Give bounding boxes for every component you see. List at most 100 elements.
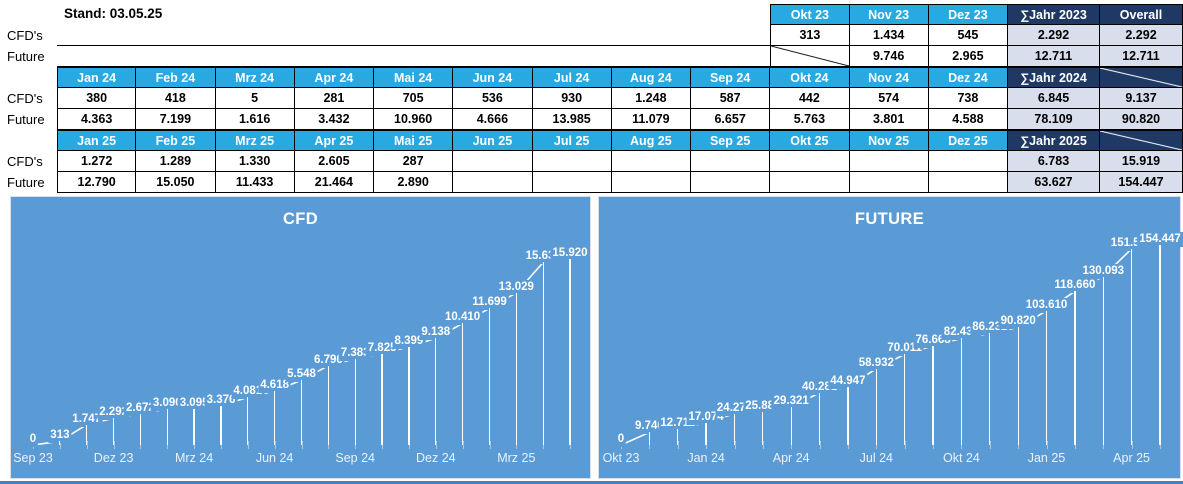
cell[interactable]: 705 bbox=[374, 88, 454, 109]
cell[interactable]: 5 bbox=[215, 88, 295, 109]
cell[interactable]: 281 bbox=[294, 88, 374, 109]
cell[interactable] bbox=[691, 151, 771, 172]
overall-cell[interactable]: 90.820 bbox=[1100, 109, 1183, 130]
cell[interactable]: 2.965 bbox=[928, 46, 1008, 67]
month-header-Jan 24[interactable]: Jan 24 bbox=[57, 67, 137, 88]
overall-header[interactable]: Overall bbox=[1100, 4, 1183, 25]
cell[interactable] bbox=[611, 151, 691, 172]
month-header-Nov 23[interactable]: Nov 23 bbox=[849, 4, 929, 25]
cell[interactable] bbox=[691, 172, 771, 193]
future-chart[interactable]: FUTURE Okt 23 Jan 24 Apr 24 Jul 24 Okt 24 Jan … bbox=[598, 196, 1183, 479]
sum-year-header[interactable]: ∑Jahr 2025 bbox=[1008, 130, 1100, 151]
month-header-Mrz 25[interactable]: Mrz 25 bbox=[215, 130, 295, 151]
sum-year-header[interactable]: ∑Jahr 2023 bbox=[1008, 4, 1100, 25]
month-header-Mai 24[interactable]: Mai 24 bbox=[374, 67, 454, 88]
cell[interactable]: 3.801 bbox=[849, 109, 929, 130]
month-header-Dez 24[interactable]: Dez 24 bbox=[928, 67, 1008, 88]
cell[interactable]: 4.588 bbox=[928, 109, 1008, 130]
month-header-Okt 24[interactable]: Okt 24 bbox=[770, 67, 850, 88]
month-header-Apr 25[interactable]: Apr 25 bbox=[294, 130, 374, 151]
month-header-Okt 25[interactable]: Okt 25 bbox=[770, 130, 850, 151]
cell[interactable]: 1.248 bbox=[611, 88, 691, 109]
cell[interactable]: 12.790 bbox=[57, 172, 137, 193]
cell[interactable] bbox=[849, 172, 929, 193]
cell[interactable] bbox=[453, 151, 533, 172]
sum-cell[interactable]: 12.711 bbox=[1008, 46, 1100, 67]
month-header-Nov 25[interactable]: Nov 25 bbox=[849, 130, 929, 151]
month-header-Mrz 24[interactable]: Mrz 24 bbox=[215, 67, 295, 88]
month-header-Sep 25[interactable]: Sep 25 bbox=[691, 130, 771, 151]
cell[interactable]: 15.050 bbox=[136, 172, 216, 193]
cell[interactable]: 9.746 bbox=[849, 46, 929, 67]
overall-header[interactable] bbox=[1100, 67, 1183, 88]
cell[interactable] bbox=[928, 151, 1008, 172]
month-header-Feb 24[interactable]: Feb 24 bbox=[136, 67, 216, 88]
cell[interactable] bbox=[532, 151, 612, 172]
cell[interactable]: 1.616 bbox=[215, 109, 295, 130]
cell[interactable]: 380 bbox=[57, 88, 137, 109]
month-header-Dez 25[interactable]: Dez 25 bbox=[928, 130, 1008, 151]
month-header-Dez 23[interactable]: Dez 23 bbox=[928, 4, 1008, 25]
sum-cell[interactable]: 78.109 bbox=[1008, 109, 1100, 130]
month-header-Aug 24[interactable]: Aug 24 bbox=[611, 67, 691, 88]
cell[interactable]: 21.464 bbox=[294, 172, 374, 193]
cell[interactable]: 1.289 bbox=[136, 151, 216, 172]
sum-year-header[interactable]: ∑Jahr 2024 bbox=[1008, 67, 1100, 88]
cell[interactable] bbox=[849, 151, 929, 172]
cell[interactable]: 3.432 bbox=[294, 109, 374, 130]
cell[interactable]: 13.985 bbox=[532, 109, 612, 130]
overall-cell[interactable]: 12.711 bbox=[1100, 46, 1183, 67]
overall-cell[interactable]: 2.292 bbox=[1100, 25, 1183, 46]
cell[interactable]: 536 bbox=[453, 88, 533, 109]
cell[interactable] bbox=[770, 46, 850, 67]
cell[interactable]: 418 bbox=[136, 88, 216, 109]
sum-cell[interactable]: 6.845 bbox=[1008, 88, 1100, 109]
cell[interactable]: 1.434 bbox=[849, 25, 929, 46]
cell[interactable] bbox=[611, 172, 691, 193]
cell[interactable]: 545 bbox=[928, 25, 1008, 46]
month-header-Jul 25[interactable]: Jul 25 bbox=[532, 130, 612, 151]
cell[interactable]: 7.199 bbox=[136, 109, 216, 130]
cell[interactable]: 4.363 bbox=[57, 109, 137, 130]
month-header-Feb 25[interactable]: Feb 25 bbox=[136, 130, 216, 151]
month-header-Jul 24[interactable]: Jul 24 bbox=[532, 67, 612, 88]
sum-cell[interactable]: 2.292 bbox=[1008, 25, 1100, 46]
cell[interactable]: 2.605 bbox=[294, 151, 374, 172]
month-header-Jun 25[interactable]: Jun 25 bbox=[453, 130, 533, 151]
cell[interactable] bbox=[928, 172, 1008, 193]
cell[interactable]: 313 bbox=[770, 25, 850, 46]
cell[interactable]: 738 bbox=[928, 88, 1008, 109]
cell[interactable]: 5.763 bbox=[770, 109, 850, 130]
month-header-Mai 25[interactable]: Mai 25 bbox=[374, 130, 454, 151]
month-header-Jan 25[interactable]: Jan 25 bbox=[57, 130, 137, 151]
month-header-Jun 24[interactable]: Jun 24 bbox=[453, 67, 533, 88]
cell[interactable] bbox=[532, 172, 612, 193]
overall-cell[interactable]: 154.447 bbox=[1100, 172, 1183, 193]
overall-cell[interactable]: 15.919 bbox=[1100, 151, 1183, 172]
month-header-Nov 24[interactable]: Nov 24 bbox=[849, 67, 929, 88]
cell[interactable]: 442 bbox=[770, 88, 850, 109]
overall-cell[interactable]: 9.137 bbox=[1100, 88, 1183, 109]
sum-cell[interactable]: 63.627 bbox=[1008, 172, 1100, 193]
sum-cell[interactable]: 6.783 bbox=[1008, 151, 1100, 172]
cell[interactable]: 10.960 bbox=[374, 109, 454, 130]
cell[interactable]: 587 bbox=[691, 88, 771, 109]
cell[interactable]: 4.666 bbox=[453, 109, 533, 130]
month-header-Aug 25[interactable]: Aug 25 bbox=[611, 130, 691, 151]
cell[interactable]: 1.330 bbox=[215, 151, 295, 172]
month-header-Okt 23[interactable]: Okt 23 bbox=[770, 4, 850, 25]
cell[interactable]: 930 bbox=[532, 88, 612, 109]
cell[interactable]: 2.890 bbox=[374, 172, 454, 193]
cfd-chart[interactable]: CFD Sep 23 Dez 23 Mrz 24 Jun 24 Sep 24 Dez 24 M… bbox=[10, 196, 591, 479]
month-header-Sep 24[interactable]: Sep 24 bbox=[691, 67, 771, 88]
cell[interactable]: 6.657 bbox=[691, 109, 771, 130]
cell[interactable]: 11.433 bbox=[215, 172, 295, 193]
overall-header[interactable] bbox=[1100, 130, 1183, 151]
cell[interactable] bbox=[770, 151, 850, 172]
cell[interactable] bbox=[770, 172, 850, 193]
cell[interactable]: 287 bbox=[374, 151, 454, 172]
cell[interactable]: 1.272 bbox=[57, 151, 137, 172]
cell[interactable]: 574 bbox=[849, 88, 929, 109]
cell[interactable] bbox=[453, 172, 533, 193]
month-header-Apr 24[interactable]: Apr 24 bbox=[294, 67, 374, 88]
